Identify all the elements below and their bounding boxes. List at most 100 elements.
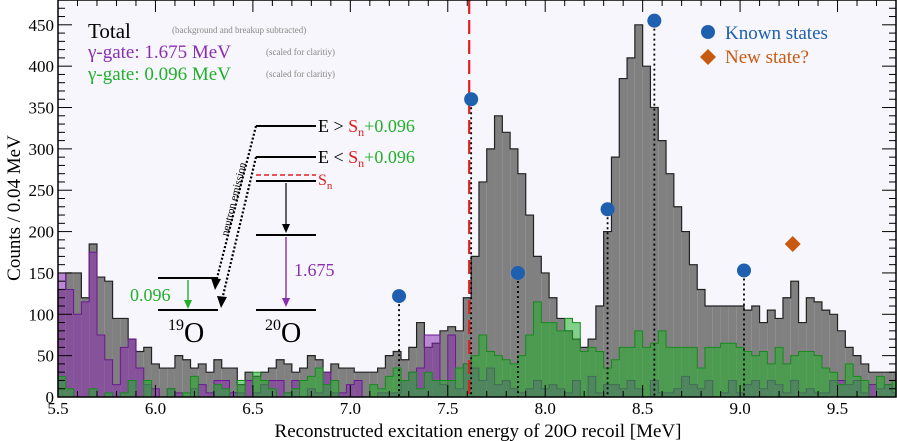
histogram-bin [806, 297, 815, 397]
histogram-bin [276, 380, 285, 397]
known-states-markers [392, 13, 751, 397]
histogram-bin [541, 322, 550, 397]
histogram-bin [73, 314, 82, 397]
histogram-bin [736, 347, 744, 397]
histogram-bin [377, 388, 386, 397]
histogram-bin [307, 376, 316, 397]
x-tick-label: 6.0 [145, 399, 166, 418]
histogram-bin [65, 289, 74, 397]
histogram-bin [276, 359, 285, 397]
histogram-bin [837, 330, 846, 397]
histogram-bin [400, 380, 409, 397]
histogram-bin [603, 231, 612, 397]
histogram-bin [260, 380, 269, 397]
histogram-bin [588, 347, 596, 397]
histogram-bin [806, 351, 815, 397]
histogram-bin [790, 355, 799, 397]
histogram-bin [658, 330, 667, 397]
histogram-bin [689, 264, 698, 397]
histogram-bin [868, 384, 877, 397]
x-tick-label: 5.5 [47, 399, 68, 418]
histogram-bin [821, 368, 830, 397]
histogram-bin [198, 363, 207, 397]
histogram-bin [845, 363, 854, 397]
legend-new-state-label: New state? [725, 47, 809, 68]
y-tick-label: 50 [37, 347, 54, 366]
histogram-bin [767, 310, 776, 397]
histogram-bin [627, 347, 635, 397]
known-state-marker [510, 265, 525, 280]
neutron-emission-arrow-upper [214, 125, 258, 283]
histogram-bin [619, 78, 628, 398]
histogram-bin [167, 368, 175, 397]
histogram-bin [798, 351, 807, 397]
histogram-bin [432, 334, 440, 397]
histogram-bin [120, 347, 129, 397]
histogram-bin [58, 376, 66, 397]
histogram-bin [884, 384, 893, 397]
histogram-bin [697, 368, 706, 397]
histogram-bin [174, 392, 183, 397]
histogram-bin [681, 347, 690, 397]
histogram-bin [681, 231, 690, 397]
y-axis-label: Counts / 0.04 MeV [4, 135, 25, 281]
histogram-bin [650, 107, 659, 397]
histogram-bin [393, 368, 401, 397]
histogram-bin [611, 359, 620, 397]
nucleus-20o-label: 20O [265, 317, 301, 349]
histogram-bin [463, 363, 472, 397]
histogram-bin [346, 368, 355, 397]
level-lower-label: E < Sn+0.096 [318, 147, 415, 170]
histogram-bin [525, 215, 534, 397]
histogram-bin [455, 330, 464, 397]
histogram-bin [494, 115, 503, 398]
histogram-bin [135, 368, 144, 397]
x-tick-label: 9.0 [729, 399, 750, 418]
histogram-bin [416, 368, 425, 397]
known-state-marker [392, 289, 407, 304]
histogram-bin [229, 368, 238, 397]
histogram-bin [743, 351, 752, 397]
histogram-bin [104, 281, 113, 397]
known-state-marker [736, 263, 751, 278]
histogram-bin [876, 376, 885, 397]
histogram-bin [627, 57, 635, 397]
histogram-bin [432, 380, 440, 397]
histogram-bin [564, 318, 573, 397]
legend-new-state-marker [700, 49, 716, 65]
histogram-bin [190, 376, 199, 397]
legend-known-states-marker [701, 25, 715, 39]
histogram-bin [362, 372, 370, 397]
histogram-bin [112, 318, 121, 397]
histogram-bin [634, 330, 643, 397]
histogram-bin [728, 343, 737, 397]
y-tick-label: 300 [29, 140, 55, 159]
histogram-bin [89, 388, 97, 397]
new-state-marker [784, 235, 801, 252]
histogram-bin [751, 306, 760, 397]
histogram-bin [478, 334, 487, 397]
x-tick-label: 9.5 [827, 399, 848, 418]
histogram-bin [759, 351, 768, 397]
histogram-bin [642, 347, 651, 397]
histogram-bin [104, 359, 113, 397]
histogram-bin [112, 384, 121, 397]
legend-total-note: (background and breakup subtracted) [172, 25, 306, 35]
histogram-bin [556, 330, 565, 397]
histogram-bin [58, 272, 66, 397]
histogram-bin [151, 363, 160, 397]
legend-gates: Total (background and breakup subtracted… [87, 19, 335, 85]
known-state-marker [464, 92, 479, 107]
legend-g1675-note: (scaled for claritiy) [266, 47, 335, 57]
legend-total-label: Total [88, 19, 131, 43]
gamma-label-096: 0.096 [130, 285, 171, 305]
neutron-emission-arrowhead-lower [217, 296, 227, 308]
histogram-bin [65, 388, 74, 397]
nucleus-19o-label: 19O [168, 317, 204, 349]
histogram-bin [120, 392, 129, 397]
histogram-bin [338, 392, 347, 397]
histogram-bin [720, 343, 729, 397]
x-tick-label: 7.0 [340, 399, 361, 418]
x-tick-label: 6.5 [242, 399, 263, 418]
